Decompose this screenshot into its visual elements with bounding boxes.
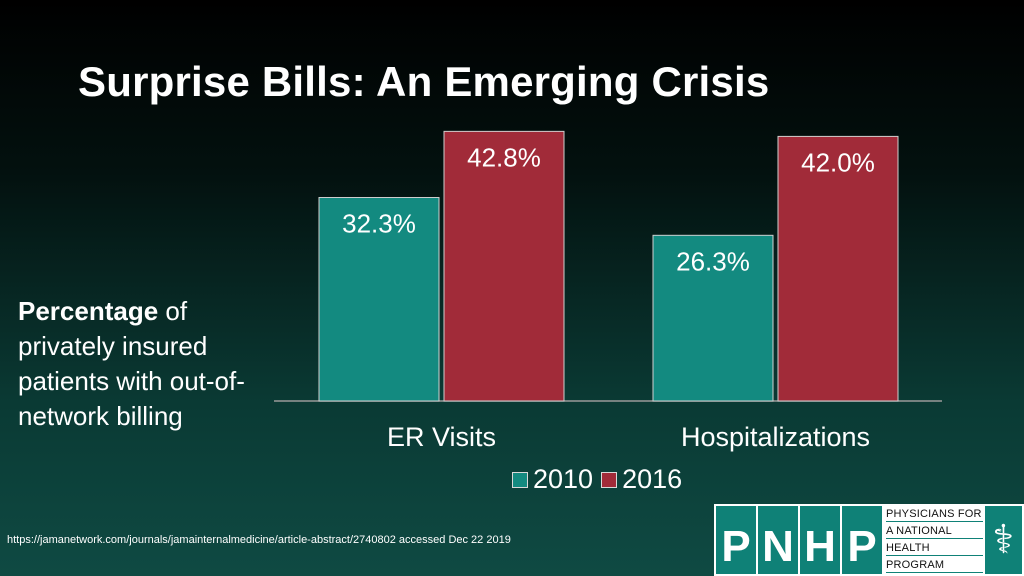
category-label-er-visits: ER Visits	[387, 422, 496, 452]
data-label-2010-er-visits: 32.3%	[342, 209, 416, 239]
legend-swatch-2010	[512, 471, 528, 488]
logo-letter: P	[716, 506, 756, 574]
logo-word: A NATIONAL	[886, 524, 983, 539]
logo-word: HEALTH	[886, 541, 983, 556]
chart-legend: 2010 2016	[512, 464, 690, 495]
bar-2010-er-visits	[318, 197, 440, 402]
legend-item-2010: 2010	[512, 464, 593, 495]
logo-words: PHYSICIANS FOR A NATIONAL HEALTH PROGRAM	[884, 504, 983, 576]
legend-label-2010: 2010	[533, 464, 594, 494]
logo-letter: H	[800, 506, 840, 574]
data-label-2016-er-visits: 42.8%	[467, 142, 541, 172]
chart-description: Percentage of privately insured patients…	[18, 294, 258, 434]
caduceus-icon: ⚕	[984, 506, 1022, 574]
logo-word: PHYSICIANS FOR	[886, 507, 983, 522]
logo-word: PROGRAM	[886, 558, 983, 573]
legend-label-2016: 2016	[622, 464, 683, 494]
bar-2016-hospitalizations	[777, 135, 899, 402]
data-label-2016-hospitalizations: 42.0%	[801, 147, 875, 177]
logo-letter: N	[758, 506, 798, 574]
page-title: Surprise Bills: An Emerging Crisis	[78, 58, 770, 105]
logo-letters: P N H P	[714, 504, 884, 576]
legend-swatch-2016	[601, 471, 618, 488]
bar-2010-hospitalizations	[652, 234, 774, 402]
pnhp-logo: P N H P PHYSICIANS FOR A NATIONAL HEALTH…	[714, 504, 1024, 576]
description-bold: Percentage	[18, 296, 159, 326]
source-citation: https://jamanetwork.com/journals/jamaint…	[7, 534, 511, 546]
bar-2016-er-visits	[443, 130, 565, 402]
category-label-hospitalizations: Hospitalizations	[681, 422, 870, 452]
description-rest: of privately insured patients with out-o…	[18, 296, 245, 431]
data-label-2010-hospitalizations: 26.3%	[676, 246, 750, 276]
legend-item-2016: 2016	[601, 464, 682, 495]
logo-letter: P	[842, 506, 882, 574]
